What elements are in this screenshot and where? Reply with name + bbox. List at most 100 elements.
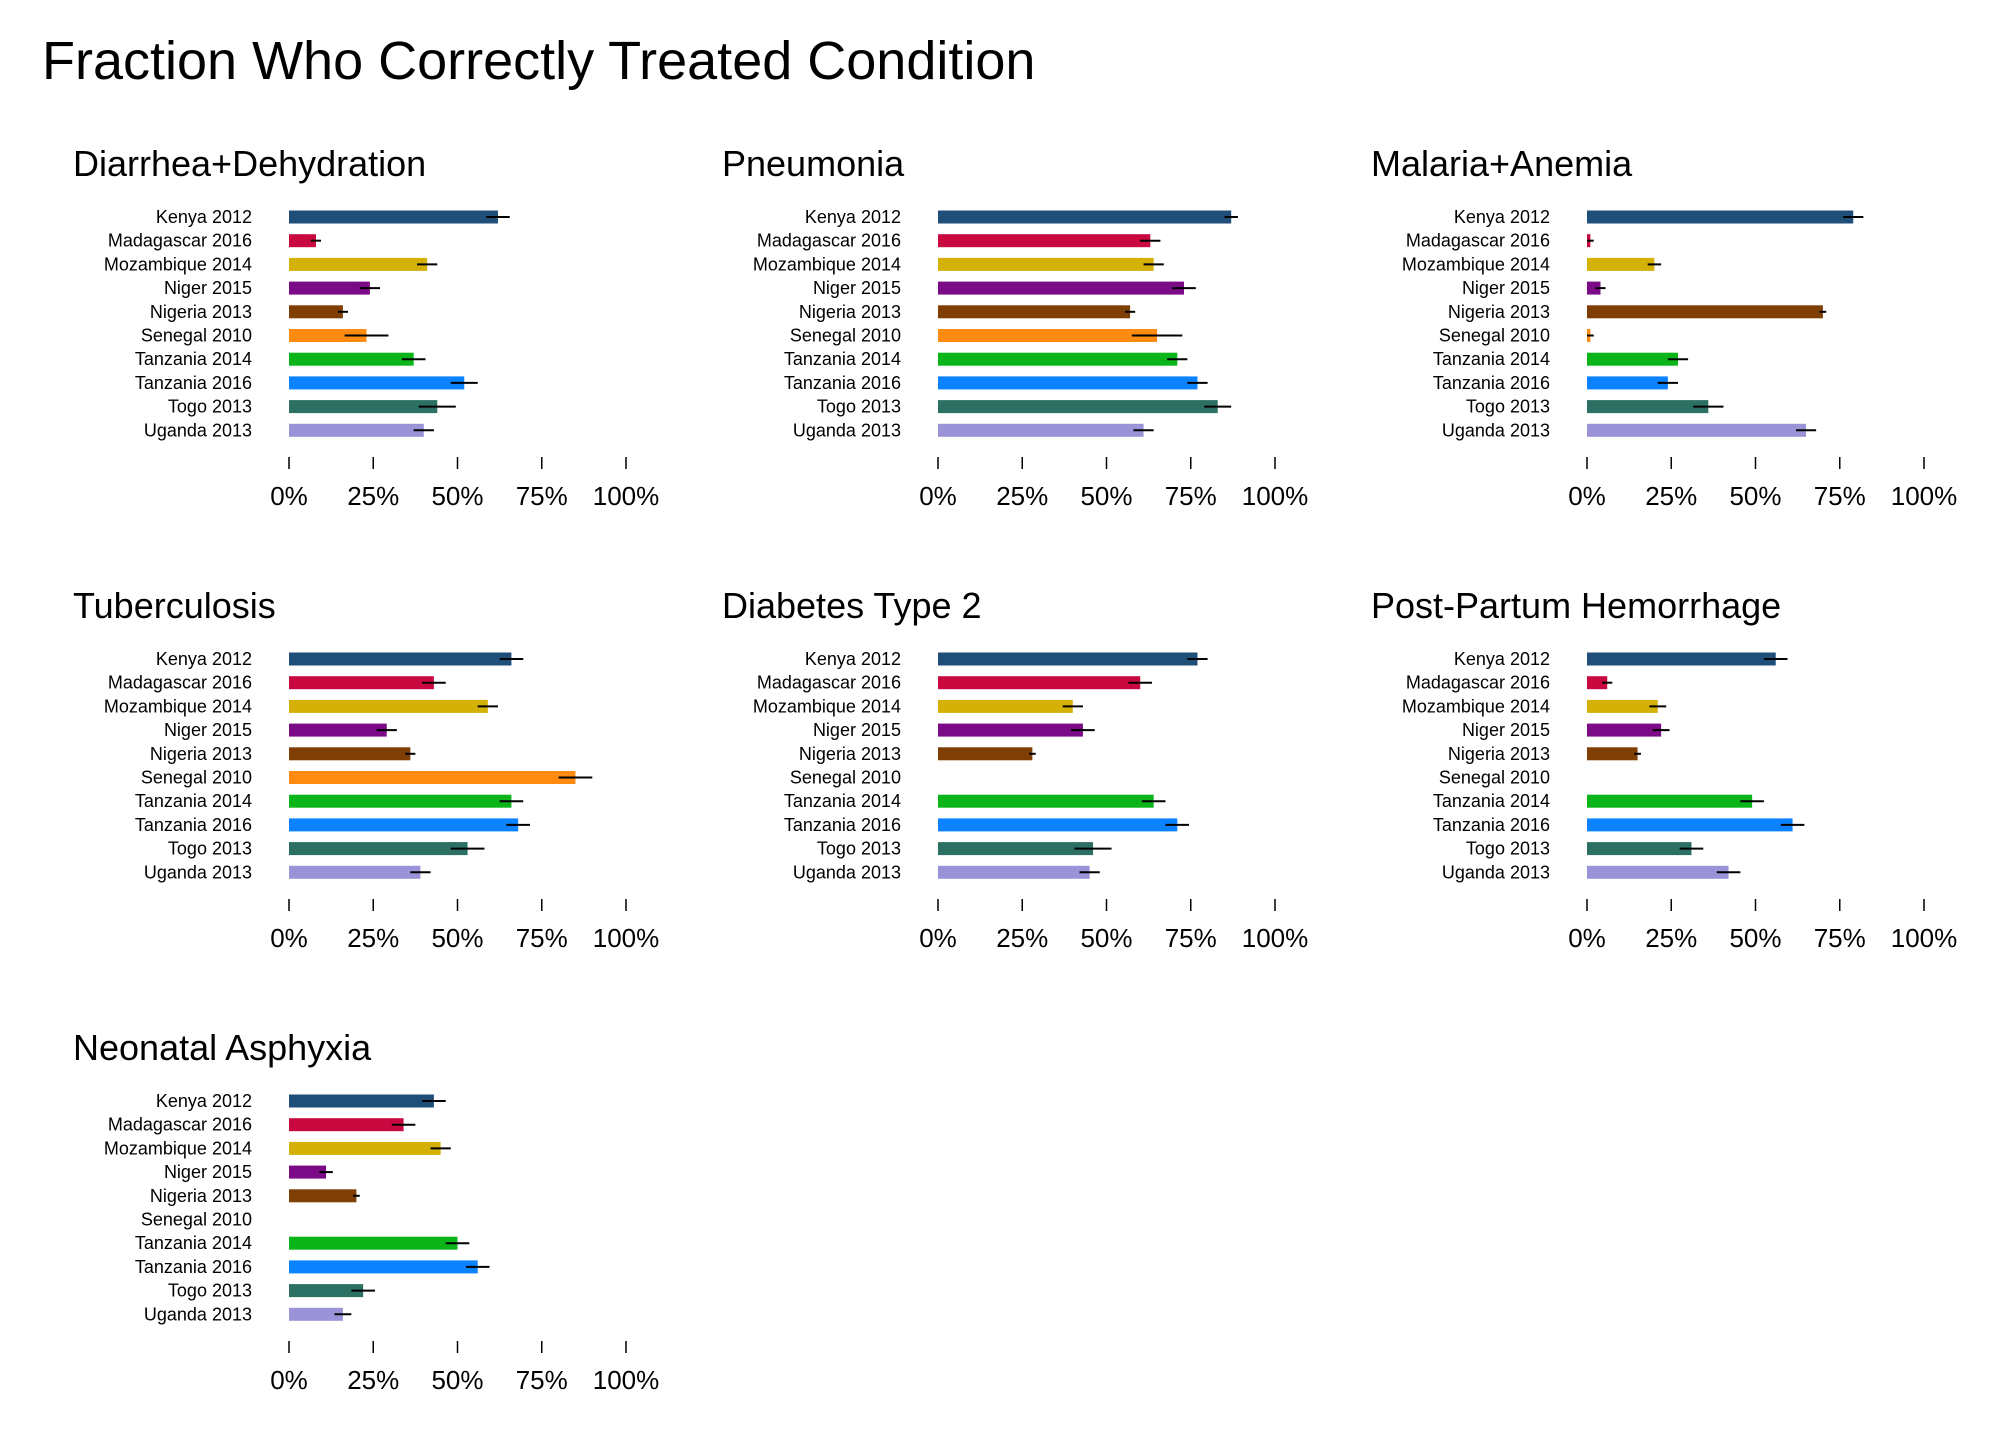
category-label: Kenya 2012 — [1454, 207, 1550, 227]
panel-title: Diabetes Type 2 — [722, 585, 982, 626]
category-label: Uganda 2013 — [793, 862, 901, 882]
bar — [289, 865, 421, 879]
x-tick-label: 50% — [431, 1365, 483, 1395]
category-label: Togo 2013 — [1466, 839, 1550, 859]
x-tick-label: 25% — [996, 481, 1048, 511]
category-label: Tanzania 2016 — [1433, 815, 1550, 835]
category-label: Togo 2013 — [1466, 397, 1550, 417]
x-tick-label: 100% — [1891, 481, 1958, 511]
category-label: Niger 2015 — [164, 278, 252, 298]
panel-title: Tuberculosis — [73, 585, 276, 626]
bar — [1587, 794, 1753, 808]
panel-title: Malaria+Anemia — [1371, 143, 1633, 184]
category-label: Togo 2013 — [168, 397, 252, 417]
category-label: Senegal 2010 — [141, 768, 252, 788]
category-label: Niger 2015 — [1462, 278, 1550, 298]
category-label: Mozambique 2014 — [1402, 696, 1550, 716]
category-label: Kenya 2012 — [156, 207, 252, 227]
bar — [938, 329, 1158, 342]
bar — [289, 794, 512, 808]
category-label: Tanzania 2016 — [135, 815, 252, 835]
bar — [1587, 747, 1638, 761]
x-tick-label: 25% — [347, 1365, 399, 1395]
category-label: Kenya 2012 — [805, 649, 901, 669]
category-label: Tanzania 2014 — [784, 791, 901, 811]
category-label: Senegal 2010 — [141, 1210, 252, 1230]
bar — [1587, 305, 1823, 319]
category-label: Madagascar 2016 — [757, 231, 901, 251]
chart-panel: Malaria+Anemia Kenya 2012 Madagascar 2016 M… — [1371, 143, 1957, 511]
category-label: Uganda 2013 — [793, 420, 901, 440]
category-label: Nigeria 2013 — [1448, 744, 1550, 764]
category-label: Kenya 2012 — [156, 649, 252, 669]
category-label: Nigeria 2013 — [150, 744, 252, 764]
bar — [289, 747, 411, 761]
x-tick-label: 0% — [1568, 923, 1606, 953]
x-tick-label: 75% — [516, 923, 568, 953]
x-tick-label: 50% — [431, 481, 483, 511]
category-label: Uganda 2013 — [1442, 420, 1550, 440]
bar — [1587, 865, 1729, 879]
bar — [938, 352, 1178, 366]
category-label: Madagascar 2016 — [1406, 231, 1550, 251]
bar — [1587, 818, 1793, 832]
x-tick-label: 50% — [431, 923, 483, 953]
bar — [289, 234, 316, 248]
bar — [1587, 652, 1776, 666]
bar — [1587, 352, 1678, 366]
bar — [1587, 376, 1668, 390]
category-label: Senegal 2010 — [790, 768, 901, 788]
panel-title: Neonatal Asphyxia — [73, 1027, 372, 1068]
bar — [289, 257, 428, 271]
bar — [938, 376, 1198, 390]
bar — [1587, 281, 1601, 295]
bar — [289, 676, 434, 690]
category-label: Uganda 2013 — [144, 1304, 252, 1324]
bar — [289, 1307, 343, 1321]
bar — [289, 699, 488, 713]
x-tick-label: 75% — [1814, 923, 1866, 953]
bar — [938, 842, 1094, 856]
bar — [289, 305, 343, 319]
panel-title: Diarrhea+Dehydration — [73, 143, 426, 184]
bar — [938, 210, 1232, 224]
bar — [938, 865, 1090, 879]
bar — [289, 1118, 404, 1132]
chart-panel: Diarrhea+Dehydration Kenya 2012 Madagascar… — [73, 143, 659, 511]
chart-panel: Tuberculosis Kenya 2012 Madagascar 2016 Moz… — [73, 585, 659, 953]
bar — [289, 818, 519, 832]
category-label: Senegal 2010 — [141, 326, 252, 346]
category-label: Tanzania 2016 — [784, 815, 901, 835]
bar — [938, 794, 1154, 808]
x-tick-label: 100% — [1891, 923, 1958, 953]
category-label: Tanzania 2016 — [1433, 373, 1550, 393]
bar — [1587, 423, 1807, 437]
x-tick-label: 0% — [270, 923, 308, 953]
bar — [289, 1189, 357, 1203]
category-label: Tanzania 2014 — [1433, 349, 1550, 369]
bar — [1587, 257, 1655, 271]
x-tick-label: 50% — [1080, 481, 1132, 511]
category-label: Nigeria 2013 — [1448, 302, 1550, 322]
x-tick-label: 100% — [593, 481, 660, 511]
category-label: Mozambique 2014 — [753, 254, 901, 274]
category-label: Kenya 2012 — [805, 207, 901, 227]
category-label: Kenya 2012 — [1454, 649, 1550, 669]
category-label: Mozambique 2014 — [104, 254, 252, 274]
figure-title: Fraction Who Correctly Treated Condition — [42, 31, 1036, 91]
bar — [1587, 210, 1854, 224]
category-label: Madagascar 2016 — [108, 1115, 252, 1135]
bar — [289, 1260, 478, 1274]
category-label: Togo 2013 — [817, 397, 901, 417]
bar — [289, 423, 424, 437]
x-tick-label: 100% — [593, 1365, 660, 1395]
x-tick-label: 25% — [1645, 481, 1697, 511]
x-tick-label: 25% — [1645, 923, 1697, 953]
x-tick-label: 75% — [516, 1365, 568, 1395]
category-label: Nigeria 2013 — [799, 744, 901, 764]
category-label: Togo 2013 — [168, 1281, 252, 1301]
bar — [289, 723, 387, 737]
category-label: Niger 2015 — [164, 1162, 252, 1182]
bar — [938, 747, 1033, 761]
category-label: Tanzania 2014 — [135, 791, 252, 811]
